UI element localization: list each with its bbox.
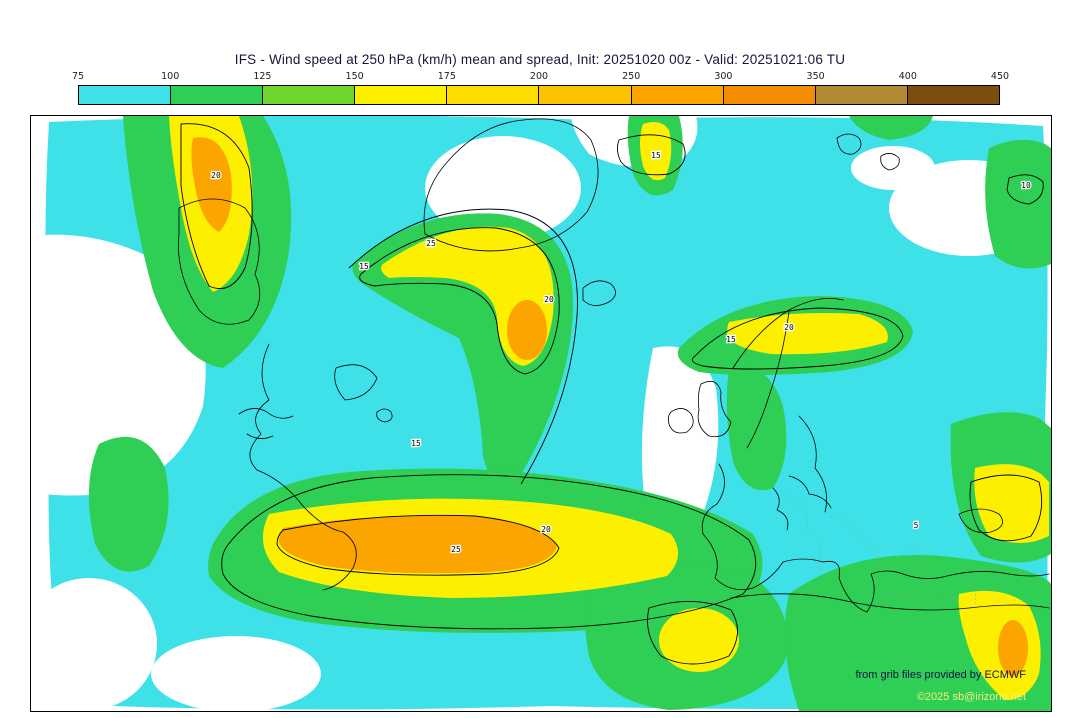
colorbar-tick-label: 350 [806,71,825,82]
contour-label: 25 [451,545,461,554]
colorbar-segment [447,86,540,104]
contour-label: 10 [1021,181,1031,190]
spread-contours [180,123,1044,665]
contour-label: 15 [726,335,736,344]
contour-label: 25 [426,239,436,248]
colorbar-tick-label: 150 [345,71,364,82]
contour-label: 15 [359,262,369,271]
colorbar-segment [355,86,448,104]
contour-label: 20 [211,171,221,180]
colorbar-segments [78,85,1000,105]
colorbar-tick-label: 400 [898,71,917,82]
map-canvas: 20 15 25 20 15 10 15 20 15 25 20 5 from grib files … [31,116,1051,711]
colorbar-segment [815,86,908,104]
colorbar-segment [171,86,264,104]
colorbar-segment [907,86,999,104]
attribution-copyright: ©2025 sb@irizone.net [917,691,1026,703]
colorbar-tick-label: 250 [622,71,641,82]
contour-label: 15 [651,151,661,160]
colorbar-tick-label: 450 [990,71,1010,82]
colorbar-tick-label: 75 [71,71,85,82]
contour-label: 20 [784,323,794,332]
attribution: from grib files provided by ECMWF ©2025 … [855,669,1026,703]
country-borders [790,495,976,605]
colorbar-ticks: 75 100 125 150 175 200 250 300 350 400 450 [72,71,1009,83]
colorbar-segment [539,86,632,104]
fill-contours [31,116,1051,711]
chart-title: IFS - Wind speed at 250 hPa (km/h) mean … [234,52,846,67]
contour-labels: 20 15 25 20 15 10 15 20 15 25 20 5 [210,150,1032,556]
colorbar-segment [79,86,172,104]
colorbar-tick-label: 300 [714,71,733,82]
attribution-source: from grib files provided by ECMWF [855,669,1026,681]
colorbar-segment [263,86,356,104]
coastlines [178,118,1050,613]
contour-label: 15 [411,439,421,448]
colorbar-tick-label: 200 [529,71,549,82]
colorbar: 75 100 125 150 175 200 250 300 350 400 450 [72,71,1009,105]
contour-label: 5 [914,521,919,530]
colorbar-segment [723,86,816,104]
contour-label: 20 [544,295,554,304]
colorbar-segment [631,86,724,104]
colorbar-tick-label: 175 [437,71,456,82]
colorbar-tick-label: 100 [161,71,180,82]
contour-label: 20 [541,525,551,534]
colorbar-tick-label: 125 [253,71,272,82]
map-frame: 20 15 25 20 15 10 15 20 15 25 20 5 from grib files … [30,115,1052,712]
